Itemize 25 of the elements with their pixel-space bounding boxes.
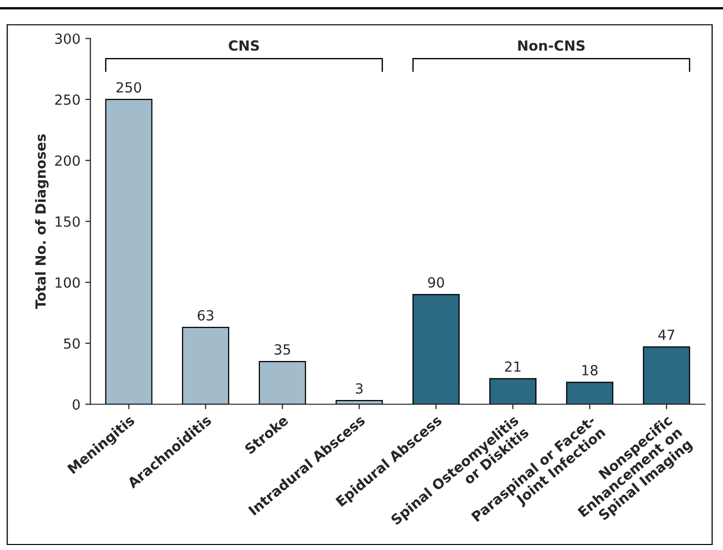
y-tick-label: 100 xyxy=(56,277,80,288)
data-label: 35 xyxy=(274,344,290,355)
bar xyxy=(412,294,460,404)
bar xyxy=(642,346,690,404)
bar xyxy=(258,361,306,404)
y-axis-title: Total No. of Diagnoses xyxy=(35,134,49,310)
data-label: 18 xyxy=(582,364,598,376)
y-tick-label: 200 xyxy=(55,155,80,166)
y-tick-label: 300 xyxy=(55,33,80,44)
y-tick-label: 250 xyxy=(55,94,80,105)
bar xyxy=(566,382,614,404)
data-label: 90 xyxy=(428,277,444,288)
bar xyxy=(105,98,152,404)
data-label: 63 xyxy=(198,310,214,321)
data-label: 21 xyxy=(505,361,520,372)
y-tick-label: 150 xyxy=(56,216,80,227)
bar xyxy=(489,378,536,404)
data-label: 3 xyxy=(356,383,363,394)
data-label: 47 xyxy=(658,330,674,340)
y-tick-label: 50 xyxy=(64,338,80,349)
data-label: 250 xyxy=(116,82,142,93)
annotation: CNS xyxy=(228,40,259,51)
y-tick-label: 0 xyxy=(72,399,80,410)
bar xyxy=(182,326,230,404)
annotation: Non-CNS xyxy=(518,40,585,51)
